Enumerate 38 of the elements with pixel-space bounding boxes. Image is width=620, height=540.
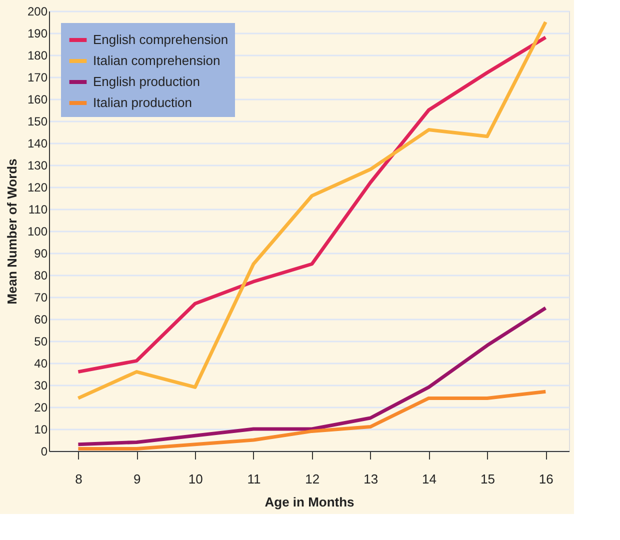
y-tick-label: 40	[34, 356, 48, 370]
x-axis-title: Age in Months	[264, 494, 354, 510]
legend-label: Italian comprehension	[93, 53, 220, 68]
y-tick-label: 30	[34, 378, 48, 392]
y-tick-label: 120	[27, 180, 48, 194]
y-tick-label: 110	[28, 202, 48, 216]
y-tick-label: 70	[34, 290, 48, 304]
y-tick-label: 180	[27, 48, 48, 62]
y-tick-label: 200	[27, 4, 48, 18]
y-tick-label: 160	[27, 92, 48, 106]
x-tick-label: 11	[247, 472, 261, 486]
x-tick-label: 12	[305, 472, 320, 486]
y-tick-label: 190	[27, 26, 48, 40]
y-tick-label: 90	[34, 246, 48, 260]
y-tick-label: 0	[40, 444, 48, 458]
y-tick-label: 80	[34, 268, 48, 282]
line-series	[76, 306, 548, 446]
legend-label: Italian production	[93, 95, 192, 110]
legend-label: English comprehension	[93, 32, 228, 47]
x-tick-label: 9	[134, 472, 141, 486]
x-tick-label: 14	[422, 472, 437, 486]
y-tick-label: 50	[34, 334, 48, 348]
y-axis-title: Mean Number of Words	[4, 158, 20, 304]
x-tick-label: 16	[538, 472, 554, 486]
x-tick-label: 15	[480, 472, 495, 486]
y-tick-label: 20	[34, 400, 48, 414]
line-series	[76, 390, 548, 451]
y-tick-label: 170	[27, 70, 48, 84]
legend-label: English production	[93, 74, 200, 89]
y-tick-label: 60	[34, 312, 48, 326]
y-tick-label: 10	[34, 422, 48, 436]
y-tick-label: 140	[27, 136, 48, 150]
x-tick-label: 8	[75, 472, 82, 486]
x-tick-label: 10	[188, 472, 203, 486]
y-tick-label: 100	[27, 224, 48, 238]
y-tick-label: 150	[27, 114, 48, 128]
x-tick-label: 13	[364, 472, 378, 486]
y-tick-label: 130	[27, 158, 48, 172]
